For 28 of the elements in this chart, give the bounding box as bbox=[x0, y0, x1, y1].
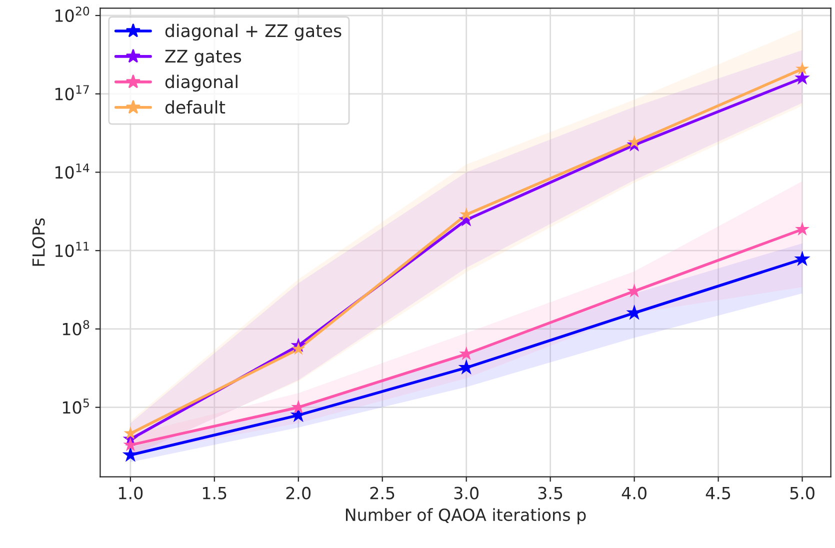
y-tick-label: 10$^{5}$ bbox=[62, 398, 89, 414]
y-tick-label: 10$^{20}$ bbox=[55, 6, 90, 22]
y-tick-label: 10$^{8}$ bbox=[62, 320, 90, 336]
x-tick-label: 2.5 bbox=[370, 486, 394, 500]
point bbox=[794, 70, 810, 85]
point bbox=[796, 62, 810, 75]
legend-label: diagonal + ZZ gates bbox=[165, 24, 342, 41]
x-tick-label: 3.0 bbox=[454, 486, 478, 500]
y-tick-label: 10$^{17}$ bbox=[55, 85, 89, 100]
point bbox=[292, 342, 306, 355]
legend-label: ZZ gates bbox=[165, 50, 242, 66]
x-tick-label: 5.0 bbox=[790, 486, 814, 500]
point bbox=[794, 250, 810, 266]
x-axis-title: Number of QAOA iterations p bbox=[346, 508, 586, 524]
y-tick-label: 10$^{14}$ bbox=[55, 164, 90, 179]
y-tick-label: 10$^{11}$ bbox=[55, 242, 89, 258]
x-tick-label: 1.0 bbox=[119, 486, 143, 500]
x-tick-label: 3.5 bbox=[538, 486, 562, 500]
x-tick-label: 2.0 bbox=[286, 486, 311, 500]
point bbox=[795, 222, 810, 236]
x-tick-label: 4.0 bbox=[622, 486, 646, 500]
x-tick-label: 1.5 bbox=[202, 486, 226, 500]
y-axis-title: FLOPs bbox=[32, 218, 45, 266]
point bbox=[124, 426, 138, 440]
x-tick-label: 4.5 bbox=[706, 486, 730, 500]
point bbox=[122, 446, 139, 462]
legend-label: default bbox=[165, 100, 226, 114]
legend-label: diagonal bbox=[165, 74, 238, 92]
